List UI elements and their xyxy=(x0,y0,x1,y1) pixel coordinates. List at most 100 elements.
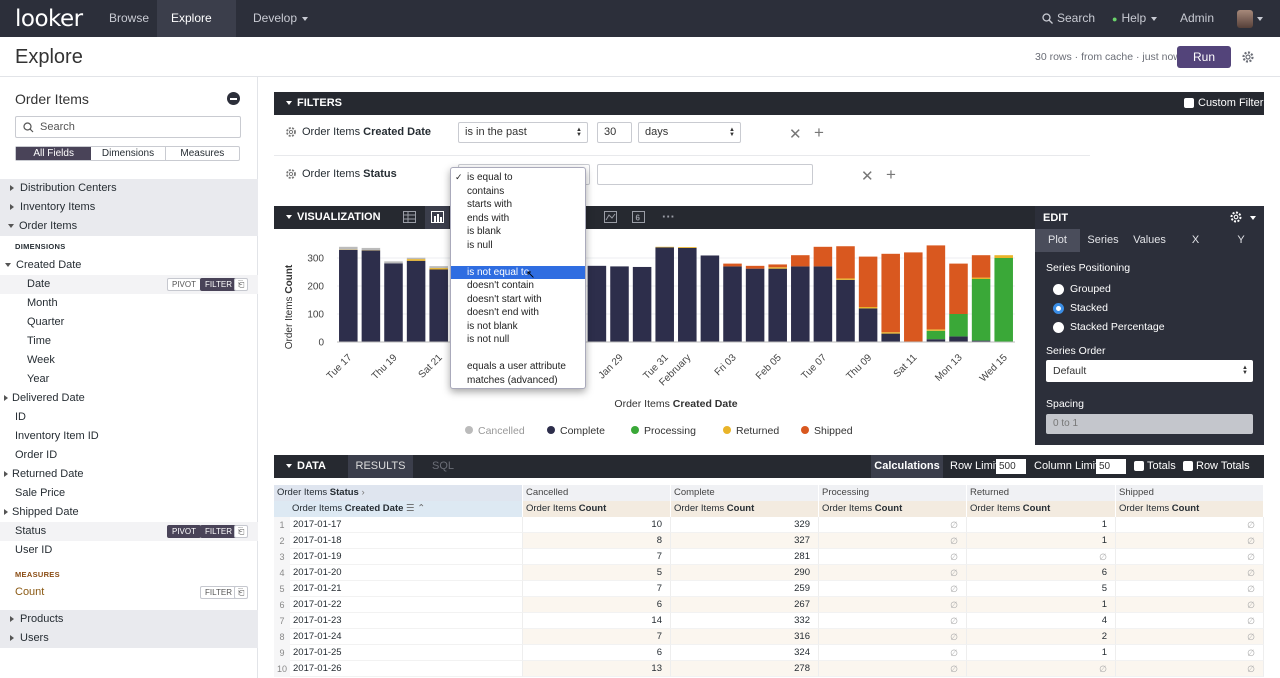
edit-tab-y[interactable]: Y xyxy=(1237,234,1245,246)
operator-option[interactable]: doesn't contain xyxy=(451,279,585,292)
edit-tab-series[interactable]: Series xyxy=(1087,234,1119,246)
operator-option[interactable]: equals a user attribute xyxy=(451,360,585,373)
custom-filter-checkbox[interactable] xyxy=(1184,98,1194,108)
tab-results[interactable]: RESULTS xyxy=(348,455,413,478)
gear-icon[interactable] xyxy=(285,126,297,138)
nav-browse[interactable]: Browse xyxy=(95,0,163,37)
operator-option[interactable]: ends with xyxy=(451,212,585,225)
row-totals-checkbox[interactable] xyxy=(1183,461,1193,471)
sort-ascending-icon[interactable]: ☰ ⌃ xyxy=(403,503,426,514)
field-delivered-date[interactable]: Delivered Date xyxy=(0,389,258,408)
filter-1-operator-select[interactable]: is in the past ▲ ▼ xyxy=(458,122,588,143)
looker-logo[interactable]: looker xyxy=(15,6,83,32)
field-created-date-week[interactable]: Week xyxy=(0,351,258,370)
field-user-id[interactable]: User ID xyxy=(0,541,258,560)
operator-option[interactable]: doesn't end with xyxy=(451,306,585,319)
operator-option[interactable]: is not blank xyxy=(451,320,585,333)
field-returned-date[interactable]: Returned Date xyxy=(0,465,258,484)
spacing-input[interactable]: 0 to 1 xyxy=(1046,414,1253,434)
radio-stacked[interactable] xyxy=(1053,303,1064,314)
filter-button[interactable]: FILTER xyxy=(200,278,237,291)
calculations-button[interactable]: Calculations xyxy=(871,455,943,478)
field-shipped-date[interactable]: Shipped Date xyxy=(0,503,258,522)
operator-option[interactable]: ✓ is equal to xyxy=(451,171,585,184)
group-order-items[interactable]: Order Items xyxy=(0,217,258,236)
filter-1-unit-select[interactable]: days ▲ ▼ xyxy=(638,122,741,143)
operator-option[interactable]: is not null xyxy=(451,333,585,346)
visualization-section-header[interactable]: VISUALIZATION 6 ··· xyxy=(274,206,1035,229)
more-icon[interactable]: ··· xyxy=(662,209,675,224)
tab-sql[interactable]: SQL xyxy=(432,460,455,472)
operator-option[interactable]: is blank xyxy=(451,225,585,238)
field-created-date-date[interactable]: Date PIVOT FILTER ⎗ xyxy=(0,275,258,294)
pivot-value-header[interactable]: Shipped xyxy=(1116,485,1264,501)
group-inventory-items[interactable]: Inventory Items xyxy=(0,198,258,217)
pivot-button[interactable]: PIVOT xyxy=(167,525,202,538)
operator-option[interactable]: contains xyxy=(451,185,585,198)
pivot-button[interactable]: PIVOT xyxy=(167,278,202,291)
radio-grouped[interactable] xyxy=(1053,284,1064,295)
field-created-date-time[interactable]: Time xyxy=(0,332,258,351)
pivot-value-header[interactable]: Processing xyxy=(819,485,967,501)
filters-section-header[interactable]: FILTERS Custom Filter xyxy=(274,92,1264,115)
operator-option[interactable]: is not equal to xyxy=(451,265,585,279)
field-inventory-item-id[interactable]: Inventory Item ID xyxy=(0,427,258,446)
field-sale-price[interactable]: Sale Price xyxy=(0,484,258,503)
gear-icon[interactable] xyxy=(1241,50,1255,64)
info-icon[interactable]: ⎗ xyxy=(234,586,249,599)
operator-option[interactable]: is null xyxy=(451,239,585,252)
filter-2-value-input[interactable] xyxy=(597,164,813,185)
field-id[interactable]: ID xyxy=(0,408,258,427)
group-users[interactable]: Users xyxy=(0,629,258,648)
column-limit-input[interactable]: 50 xyxy=(1096,459,1126,474)
filter-1-number-input[interactable]: 30 xyxy=(597,122,632,143)
avatar[interactable] xyxy=(1237,10,1253,28)
field-created-date-quarter[interactable]: Quarter xyxy=(0,313,258,332)
remove-filter-icon[interactable]: ✕ xyxy=(861,168,874,185)
operator-option[interactable]: doesn't start with xyxy=(451,293,585,306)
pivot-value-header[interactable]: Cancelled xyxy=(523,485,671,501)
run-button[interactable]: Run xyxy=(1177,46,1231,68)
measure-header[interactable]: Order Items Count xyxy=(671,501,819,517)
table-chart-icon[interactable] xyxy=(403,211,416,223)
edit-tab-plot[interactable]: Plot xyxy=(1035,229,1080,252)
nav-search[interactable]: Search xyxy=(1028,0,1109,37)
field-created-date[interactable]: Created Date xyxy=(0,256,258,275)
group-products[interactable]: Products xyxy=(0,610,258,629)
add-filter-icon[interactable]: + xyxy=(886,165,896,184)
tab-measures[interactable]: Measures xyxy=(180,148,225,159)
measure-header[interactable]: Order Items Count xyxy=(1116,501,1264,517)
measure-header[interactable]: Order Items Count xyxy=(819,501,967,517)
data-section-header[interactable]: DATA RESULTS SQL Calculations Row Limit … xyxy=(274,455,1264,478)
field-count[interactable]: Count FILTER ⎗ xyxy=(0,583,258,602)
field-status[interactable]: Status PIVOT FILTER ⎗ xyxy=(0,522,258,541)
row-limit-input[interactable]: 500 xyxy=(996,459,1026,474)
gear-icon[interactable] xyxy=(285,168,297,180)
map-chart-icon[interactable] xyxy=(604,211,617,223)
add-filter-icon[interactable]: + xyxy=(814,123,824,142)
tab-all-fields[interactable]: All Fields xyxy=(16,147,92,160)
nav-explore[interactable]: Explore xyxy=(157,0,236,58)
nav-develop[interactable]: Develop xyxy=(239,0,322,37)
measure-header[interactable]: Order Items Count xyxy=(967,501,1116,517)
single-value-icon[interactable]: 6 xyxy=(632,211,645,223)
filter-button[interactable]: FILTER xyxy=(200,586,237,599)
measure-header[interactable]: Order Items Count xyxy=(523,501,671,517)
field-order-id[interactable]: Order ID xyxy=(0,446,258,465)
operator-option[interactable]: matches (advanced) xyxy=(451,374,585,387)
field-created-date-year[interactable]: Year xyxy=(0,370,258,389)
operator-option[interactable]: starts with xyxy=(451,198,585,211)
radio-stacked-percentage[interactable] xyxy=(1053,322,1064,333)
collapse-icon[interactable] xyxy=(227,92,240,105)
field-created-date-month[interactable]: Month xyxy=(0,294,258,313)
info-icon[interactable]: ⎗ xyxy=(234,278,249,291)
pivot-value-header[interactable]: Returned xyxy=(967,485,1116,501)
field-search-input[interactable]: Search xyxy=(15,116,241,138)
edit-tab-x[interactable]: X xyxy=(1191,234,1200,246)
pivot-header[interactable]: Order Items Status › xyxy=(274,485,523,501)
info-icon[interactable]: ⎗ xyxy=(234,525,249,538)
tab-dimensions[interactable]: Dimensions xyxy=(91,147,166,160)
series-order-select[interactable]: Default ▲ ▼ xyxy=(1046,360,1253,382)
pivot-value-header[interactable]: Complete xyxy=(671,485,819,501)
remove-filter-icon[interactable]: ✕ xyxy=(789,126,802,143)
